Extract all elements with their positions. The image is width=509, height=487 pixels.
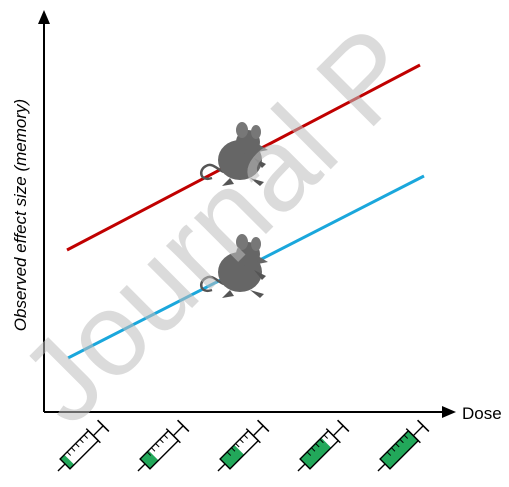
watermark: Journal P [0, 3, 441, 449]
page: Observed effect size (memory) Dose Journ… [0, 0, 509, 487]
x-axis-label: Dose [462, 404, 502, 423]
diagram: Observed effect size (memory) Dose Journ… [0, 0, 509, 487]
y-axis-label: Observed effect size (memory) [11, 99, 30, 331]
